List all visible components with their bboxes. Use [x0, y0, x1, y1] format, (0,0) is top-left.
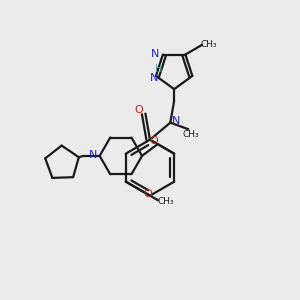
- Text: N: N: [171, 116, 180, 126]
- Text: O: O: [143, 189, 152, 199]
- Text: CH₃: CH₃: [158, 197, 174, 206]
- Text: O: O: [150, 136, 158, 146]
- Text: N: N: [151, 49, 160, 59]
- Text: CH₃: CH₃: [200, 40, 217, 49]
- Text: N: N: [89, 150, 98, 160]
- Text: CH₃: CH₃: [182, 130, 199, 139]
- Text: H: H: [154, 64, 162, 74]
- Text: N: N: [149, 73, 158, 83]
- Text: O: O: [134, 105, 143, 115]
